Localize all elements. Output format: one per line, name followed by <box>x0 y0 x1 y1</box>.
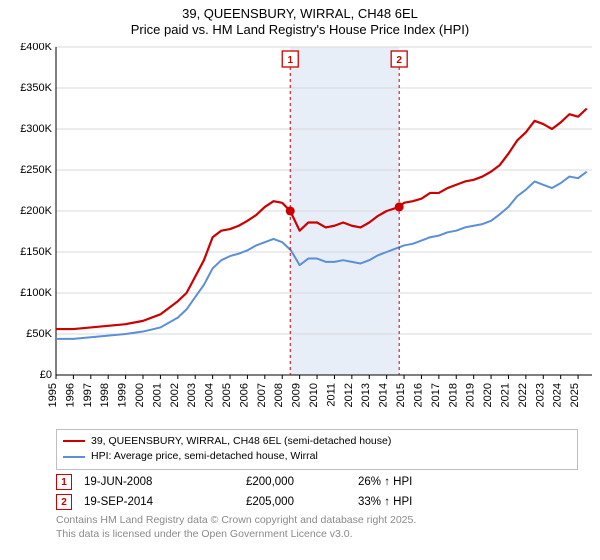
svg-text:£0: £0 <box>40 368 52 380</box>
svg-text:2012: 2012 <box>343 383 355 407</box>
sale-hpi-2: 33% ↑ HPI <box>358 496 458 508</box>
svg-text:2018: 2018 <box>447 383 459 407</box>
plot-svg: £0 £50K £100K £150K £200K £250K £300K £350K £400… <box>8 43 592 423</box>
sale-marker-1: 1 <box>56 474 72 490</box>
svg-text:1997: 1997 <box>82 383 94 407</box>
legend-swatch-hpi <box>63 456 85 458</box>
svg-text:1995: 1995 <box>47 383 59 407</box>
svg-text:2007: 2007 <box>256 383 268 407</box>
legend: 39, QUEENSBURY, WIRRAL, CH48 6EL (semi-d… <box>56 429 578 471</box>
legend-row-price-paid: 39, QUEENSBURY, WIRRAL, CH48 6EL (semi-d… <box>63 434 571 450</box>
svg-text:1998: 1998 <box>99 383 111 407</box>
svg-text:2022: 2022 <box>517 383 529 407</box>
svg-text:2008: 2008 <box>273 383 285 407</box>
svg-text:2002: 2002 <box>169 383 181 407</box>
legend-swatch-price-paid <box>63 440 85 442</box>
svg-text:2013: 2013 <box>360 383 372 407</box>
svg-text:1996: 1996 <box>64 383 76 407</box>
svg-text:£350K: £350K <box>20 81 52 93</box>
svg-text:1: 1 <box>287 55 293 66</box>
sale-annotations: 1 19-JUN-2008 £200,000 26% ↑ HPI 2 19-SE… <box>56 474 578 510</box>
svg-text:2: 2 <box>396 55 402 66</box>
svg-text:£300K: £300K <box>20 122 52 134</box>
svg-text:2003: 2003 <box>186 383 198 407</box>
svg-text:2001: 2001 <box>151 383 163 407</box>
svg-text:2014: 2014 <box>378 383 390 407</box>
legend-row-hpi: HPI: Average price, semi-detached house,… <box>63 449 571 465</box>
svg-text:2009: 2009 <box>291 383 303 407</box>
sale-annotation-2: 2 19-SEP-2014 £205,000 33% ↑ HPI <box>56 494 578 510</box>
svg-text:2000: 2000 <box>134 383 146 407</box>
legend-label-hpi: HPI: Average price, semi-detached house,… <box>91 449 318 465</box>
title-line-1: 39, QUEENSBURY, WIRRAL, CH48 6EL <box>8 6 592 22</box>
svg-text:2010: 2010 <box>308 383 320 407</box>
svg-text:2011: 2011 <box>325 383 337 407</box>
title-block: 39, QUEENSBURY, WIRRAL, CH48 6EL Price p… <box>8 6 592 39</box>
svg-text:2005: 2005 <box>221 383 233 407</box>
footer-line-2: This data is licensed under the Open Gov… <box>56 528 578 542</box>
svg-text:£250K: £250K <box>20 163 52 175</box>
svg-text:2025: 2025 <box>569 383 581 407</box>
svg-text:2019: 2019 <box>465 383 477 407</box>
sale-price-1: £200,000 <box>246 476 346 488</box>
title-line-2: Price paid vs. HM Land Registry's House … <box>8 22 592 38</box>
svg-text:£200K: £200K <box>20 204 52 216</box>
svg-text:£400K: £400K <box>20 43 52 53</box>
svg-text:2015: 2015 <box>395 383 407 407</box>
svg-text:2020: 2020 <box>482 383 494 407</box>
svg-text:£150K: £150K <box>20 245 52 257</box>
footer: Contains HM Land Registry data © Crown c… <box>56 514 578 541</box>
svg-text:2024: 2024 <box>552 383 564 407</box>
sale-hpi-1: 26% ↑ HPI <box>358 476 458 488</box>
svg-text:2023: 2023 <box>534 383 546 407</box>
sale-date-2: 19-SEP-2014 <box>84 496 234 508</box>
svg-text:1999: 1999 <box>117 383 129 407</box>
svg-text:£100K: £100K <box>20 286 52 298</box>
chart-container: 39, QUEENSBURY, WIRRAL, CH48 6EL Price p… <box>0 0 600 560</box>
plot-area: £0 £50K £100K £150K £200K £250K £300K £350K £400… <box>8 43 592 423</box>
sale-annotation-1: 1 19-JUN-2008 £200,000 26% ↑ HPI <box>56 474 578 490</box>
svg-text:2017: 2017 <box>430 383 442 407</box>
svg-text:£50K: £50K <box>26 327 52 339</box>
svg-text:2021: 2021 <box>499 383 511 407</box>
legend-label-price-paid: 39, QUEENSBURY, WIRRAL, CH48 6EL (semi-d… <box>91 434 391 450</box>
footer-line-1: Contains HM Land Registry data © Crown c… <box>56 514 578 528</box>
sale-price-2: £205,000 <box>246 496 346 508</box>
svg-text:2016: 2016 <box>412 383 424 407</box>
svg-text:2004: 2004 <box>204 383 216 407</box>
sale-marker-2: 2 <box>56 494 72 510</box>
sale-date-1: 19-JUN-2008 <box>84 476 234 488</box>
svg-text:2006: 2006 <box>238 383 250 407</box>
